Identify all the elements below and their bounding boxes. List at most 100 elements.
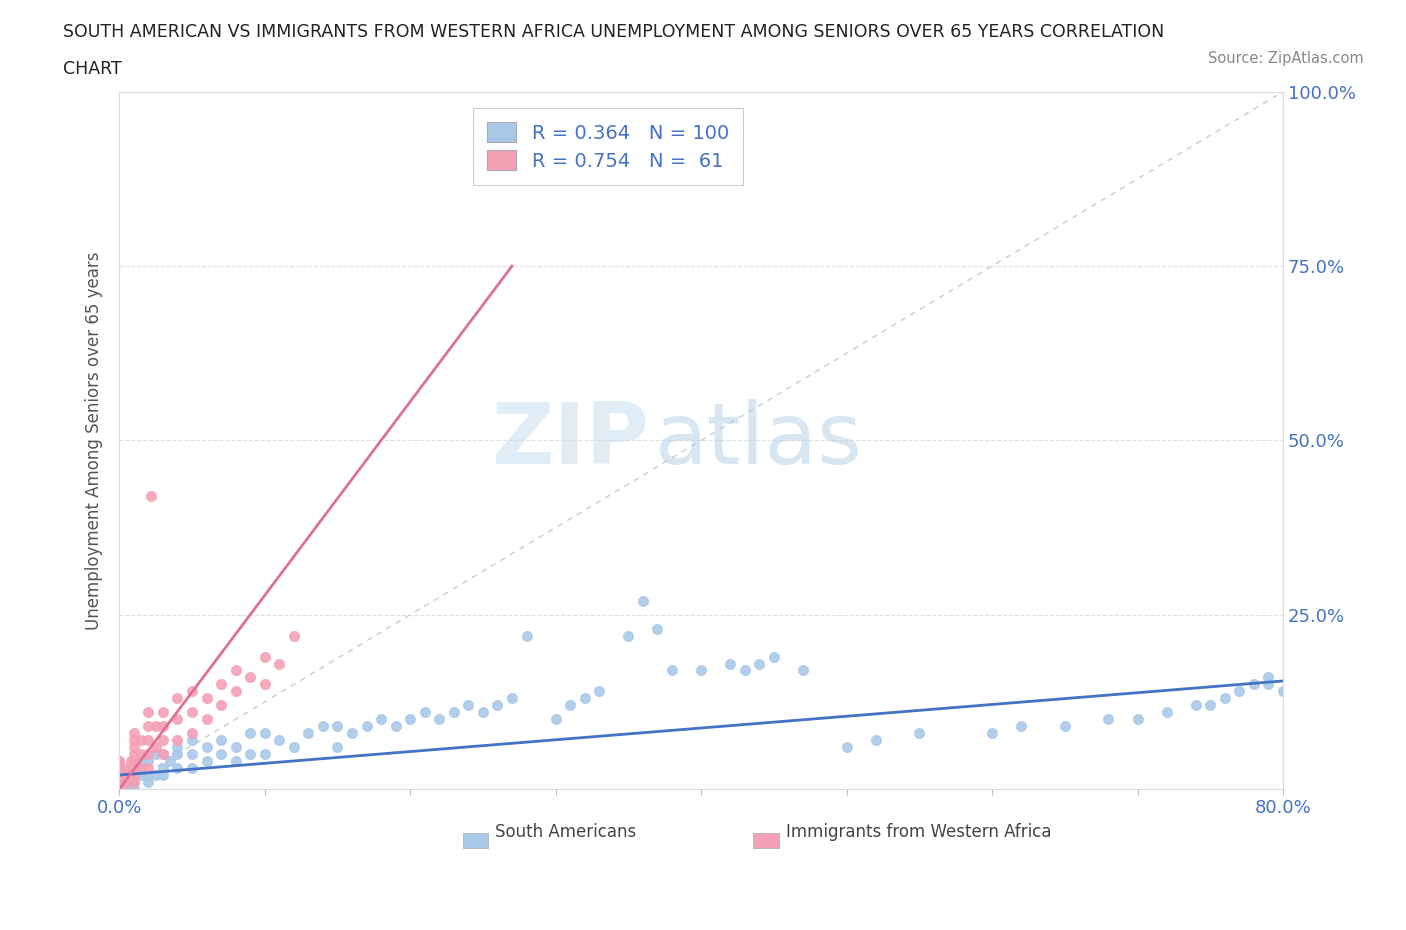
Point [647,621,669,636]
Point [108,781,131,796]
Point [734,663,756,678]
Point [122,733,145,748]
Point [865,733,887,748]
Point [129,767,152,782]
Point [209,698,232,712]
Point [356,719,378,734]
Point [718,656,741,671]
Point [120,775,142,790]
Point [129,761,152,776]
Point [108,781,131,796]
Point [544,711,567,726]
Point [108,767,131,782]
Point [108,767,131,782]
Point [225,739,247,754]
Point [748,656,770,671]
Text: SOUTH AMERICAN VS IMMIGRANTS FROM WESTERN AFRICA UNEMPLOYMENT AMONG SENIORS OVER: SOUTH AMERICAN VS IMMIGRANTS FROM WESTER… [63,23,1164,41]
Point [108,753,131,768]
Text: CHART: CHART [63,60,122,78]
Point [981,725,1004,740]
Point [166,733,188,748]
Point [152,719,174,734]
Point [145,747,167,762]
Point [138,761,160,776]
Point [312,719,335,734]
Point [122,753,145,768]
Point [108,781,131,796]
Point [108,781,131,796]
Legend: R = 0.364   N = 100, R = 0.754   N =  61: R = 0.364 N = 100, R = 0.754 N = 61 [474,109,742,184]
Point [138,747,160,762]
Point [340,725,363,740]
Point [457,698,479,712]
Point [138,705,160,720]
Point [209,677,232,692]
Point [181,747,204,762]
Point [253,747,276,762]
Point [1126,711,1149,726]
Point [661,663,683,678]
Point [108,775,131,790]
Point [141,489,163,504]
Point [501,691,523,706]
Y-axis label: Unemployment Among Seniors over 65 years: Unemployment Among Seniors over 65 years [86,251,103,630]
Point [225,684,247,698]
FancyBboxPatch shape [463,833,488,848]
Point [166,711,188,726]
Point [1213,691,1236,706]
Point [181,725,204,740]
Point [471,705,494,720]
Point [108,781,131,796]
Point [108,761,131,776]
Point [574,691,596,706]
Point [138,753,160,768]
Point [108,767,131,782]
Point [269,656,291,671]
Point [129,753,152,768]
Point [1156,705,1178,720]
Point [181,733,204,748]
Point [122,739,145,754]
Text: atlas: atlas [655,399,863,482]
Point [152,761,174,776]
Point [239,670,262,684]
Point [108,775,131,790]
Point [138,767,160,782]
Point [1272,684,1295,698]
Point [384,719,406,734]
Point [108,781,131,796]
Point [115,761,138,776]
Point [1199,698,1222,712]
Point [690,663,713,678]
Point [326,719,349,734]
Point [399,711,422,726]
Point [152,747,174,762]
Point [1053,719,1076,734]
Point [152,705,174,720]
Point [108,781,131,796]
Point [225,663,247,678]
Point [108,775,131,790]
Point [516,628,538,643]
Point [108,781,131,796]
Point [122,761,145,776]
Point [115,781,138,796]
Point [145,719,167,734]
Point [138,719,160,734]
Point [138,775,160,790]
Point [145,767,167,782]
Point [1257,677,1279,692]
Point [239,747,262,762]
Point [1010,719,1032,734]
Point [195,753,218,768]
Point [108,775,131,790]
Point [297,725,319,740]
Point [792,663,814,678]
Point [588,684,610,698]
Point [1184,698,1206,712]
Point [181,761,204,776]
Point [283,628,305,643]
Point [122,747,145,762]
Point [108,781,131,796]
Point [122,725,145,740]
